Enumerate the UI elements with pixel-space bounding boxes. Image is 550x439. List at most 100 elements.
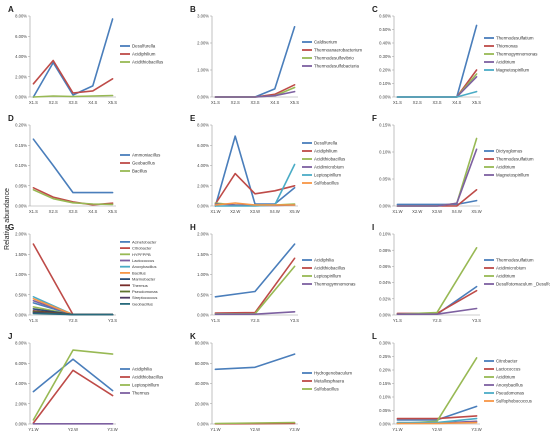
x-tick-label: Y2.S: [68, 318, 77, 323]
legend-entry: Desulfurella: [314, 141, 338, 146]
y-tick-label: 0.00%: [15, 422, 27, 427]
x-tick-label: X1.S: [393, 100, 402, 105]
legend-entry: Streptococcus: [132, 295, 157, 300]
legend-entry: Aciditrium: [496, 274, 516, 279]
x-tick-label: X5.W: [289, 209, 299, 214]
legend-entry: Anoxybacillus: [132, 264, 156, 269]
x-tick-label: X1.W: [210, 209, 220, 214]
legend-entry: Acidiphilia: [132, 367, 152, 372]
y-tick-label: 0.10%: [379, 232, 391, 237]
x-tick-label: X3.S: [68, 209, 77, 214]
x-tick-label: X2.S: [49, 100, 58, 105]
legend-entry: Pseudomonas: [496, 391, 525, 396]
legend-entry: Magnetospirillum: [496, 68, 530, 73]
legend-entry: Citrobacter: [496, 359, 518, 364]
x-tick-label: X4.S: [270, 100, 279, 105]
legend-entry: Metallosphaera: [314, 379, 345, 384]
y-tick-label: 0.00%: [379, 422, 391, 427]
legend-entry: Thermodesulfovibrio: [314, 56, 354, 61]
series-line: [214, 257, 296, 314]
y-tick-label: 3.00%: [197, 14, 209, 19]
x-tick-label: X3.S: [432, 100, 441, 105]
legend-entry: Acidiphilium: [132, 52, 156, 57]
legend-entry: Ammoniacillus: [132, 153, 161, 158]
x-tick-label: X1.S: [29, 100, 38, 105]
y-tick-label: 0.00%: [197, 95, 209, 100]
legend-entry: Acidiphilium: [314, 149, 338, 154]
y-tick-label: 0.06%: [379, 264, 391, 269]
legend-entry: Geobacillus: [132, 161, 156, 166]
panel-label: K: [190, 332, 196, 341]
y-tick-label: 4.00%: [15, 54, 27, 59]
series-line: [396, 417, 478, 424]
x-tick-label: Y2.S: [432, 318, 441, 323]
legend-entry: Thermogymnomonas: [496, 52, 538, 57]
x-tick-label: X5.S: [472, 100, 481, 105]
x-tick-label: X4.W: [270, 209, 280, 214]
y-tick-label: 0.00%: [197, 422, 209, 427]
series-line: [32, 94, 114, 98]
y-tick-label: 0.00%: [197, 204, 209, 209]
y-tick-label: 0.30%: [379, 341, 391, 346]
legend-entry: Desulfotomaculum _Desulfovirgula: [496, 282, 550, 287]
y-tick-label: 40.00%: [195, 381, 209, 386]
panel-label: B: [190, 5, 196, 14]
legend-entry: Aciditrium: [496, 165, 516, 170]
x-tick-label: X4.S: [88, 100, 97, 105]
x-tick-label: X3.S: [250, 100, 259, 105]
legend-entry: Caldiserium: [314, 40, 338, 45]
panel-label: L: [372, 332, 377, 341]
y-tick-label: 1.00%: [197, 68, 209, 73]
series-line: [396, 247, 478, 316]
series-line: [214, 310, 296, 316]
series-line: [396, 199, 478, 206]
y-tick-label: 0.25%: [379, 354, 391, 359]
x-tick-label: X5.S: [290, 100, 299, 105]
series-line: [214, 84, 296, 98]
legend-entry: Anoxybacillus: [496, 383, 524, 388]
legend-entry: Acidithiobacillus: [132, 60, 164, 65]
legend-entry: Leptospirillum: [132, 383, 159, 388]
legend-entry: Acidimicrobium: [314, 165, 344, 170]
x-tick-label: Y2.W: [68, 427, 78, 432]
series-line: [214, 25, 296, 98]
legend-entry: Thermoanaerobacterium: [314, 48, 362, 53]
panel-label: G: [8, 223, 14, 232]
y-tick-label: 1.00%: [197, 272, 209, 277]
y-tick-label: 1.00%: [15, 272, 27, 277]
series-line: [396, 137, 478, 207]
x-tick-label: Y3.W: [471, 427, 481, 432]
y-tick-label: 0.60%: [379, 14, 391, 19]
x-tick-label: Y2.W: [432, 427, 442, 432]
legend-entry: Sulfophobococcus: [496, 399, 533, 404]
y-tick-label: 60.00%: [195, 361, 209, 366]
series-line: [214, 135, 296, 207]
legend-entry: Thermogymnomonas: [314, 282, 356, 287]
y-tick-label: 8.00%: [15, 341, 27, 346]
series-line: [214, 353, 296, 371]
legend-entry: Leptospirillum: [314, 274, 341, 279]
panel-E: E 0.00% 2.00% 4.00% 6.00% 8.00% X1.W X2.W X3.W X4…: [190, 114, 346, 214]
legend-entry: Acidithiobacillus: [132, 375, 164, 380]
panel-D: D 0.00% 0.05% 0.10% 0.15% 0.20% X1.S X2.S X3.S X4…: [8, 114, 161, 214]
y-tick-label: 8.00%: [15, 14, 27, 19]
legend-entry: Sulfobacillus: [314, 387, 339, 392]
x-tick-label: Y1.W: [392, 427, 402, 432]
y-tick-label: 0.50%: [379, 27, 391, 32]
legend-entry: Bacillus: [132, 169, 148, 174]
y-tick-label: 0.20%: [15, 123, 27, 128]
y-tick-label: 0.00%: [15, 204, 27, 209]
y-tick-label: 0.02%: [379, 296, 391, 301]
y-tick-label: 0.00%: [379, 313, 391, 318]
legend-entry: Hydrogenobaculum: [314, 371, 352, 376]
legend-entry: Lactococcus: [496, 367, 521, 372]
y-tick-label: 8.00%: [197, 123, 209, 128]
series-line: [32, 312, 114, 316]
series-line: [214, 172, 296, 205]
legend-entry: Citrobacter: [132, 246, 152, 251]
panel-label: I: [372, 223, 374, 232]
panel-label: A: [8, 5, 14, 14]
x-tick-label: Y3.S: [472, 318, 481, 323]
y-tick-label: 6.00%: [197, 143, 209, 148]
panel-J: J 0.00% 2.00% 4.00% 6.00% 8.00% Y1.W Y2.W Y3.W Ac…: [8, 332, 164, 432]
